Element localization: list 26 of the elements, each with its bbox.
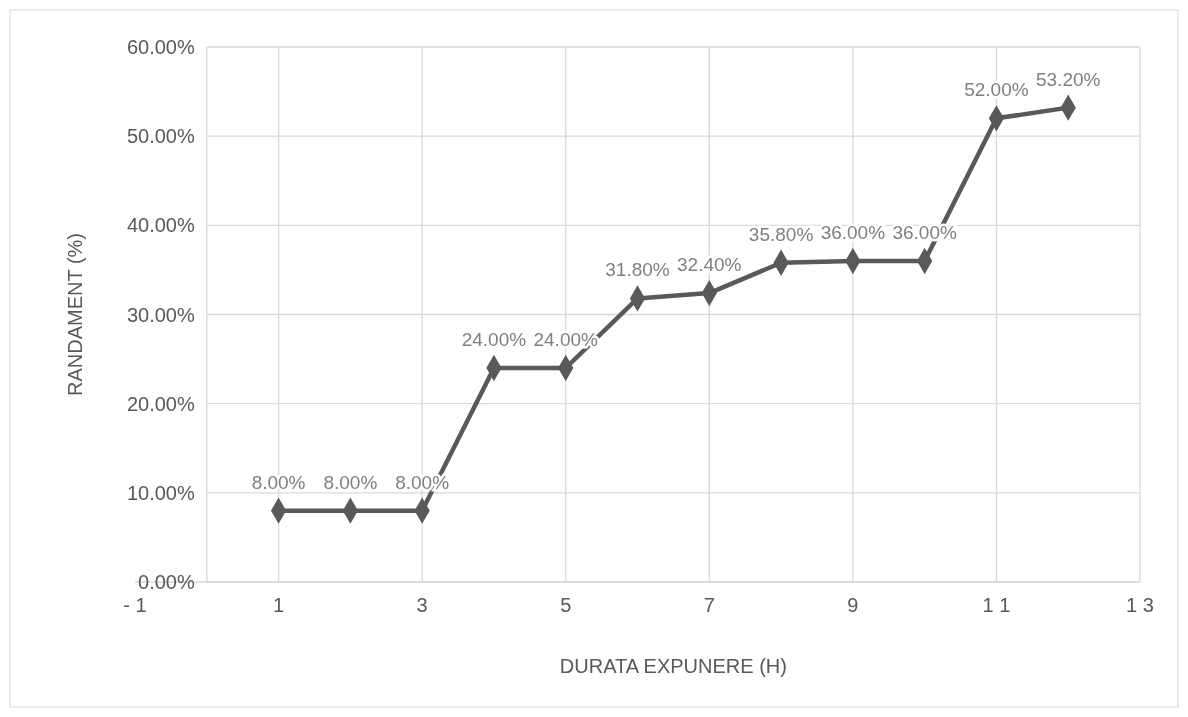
x-tick-label: 1 <box>273 594 285 616</box>
y-tick-label: 50.00% <box>126 125 195 148</box>
y-tick-label: 40.00% <box>126 214 195 237</box>
y-tick-label: 10.00% <box>126 481 195 504</box>
x-tick-label: 9 <box>847 594 859 616</box>
data-label: 35.80% <box>748 223 814 245</box>
x-tick-label: 5 <box>560 594 572 616</box>
y-tick-label: 30.00% <box>126 303 195 326</box>
data-label: 53.20% <box>1035 68 1101 90</box>
x-tick-label: 3 <box>416 594 428 616</box>
x-tick-label: 1 1 <box>982 594 1011 616</box>
y-tick-label: 20.00% <box>126 392 195 415</box>
data-label: 8.00% <box>251 471 306 493</box>
y-tick-label: 60.00% <box>126 36 195 58</box>
y-axis-title: RANDAMENT (%) <box>64 233 86 396</box>
x-axis-title: DURATA EXPUNERE (H) <box>559 655 787 677</box>
data-label: 24.00% <box>461 329 527 350</box>
data-label: 36.00% <box>820 222 886 243</box>
data-label: 32.40% <box>677 254 742 276</box>
x-tick-label: 1 3 <box>1126 594 1154 616</box>
x-tick-label: 7 <box>703 594 715 616</box>
data-label: 31.80% <box>605 259 670 281</box>
y-tick-label: 0.00% <box>138 571 195 593</box>
data-label: 8.00% <box>323 471 378 493</box>
x-tick-label: - 1 <box>123 594 147 616</box>
data-label: 52.00% <box>964 79 1029 101</box>
